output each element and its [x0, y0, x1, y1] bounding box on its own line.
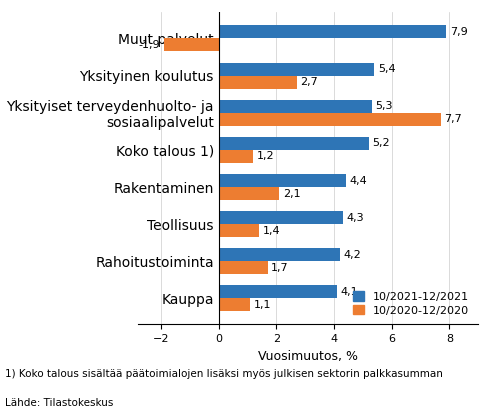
Bar	[219, 224, 259, 237]
Bar	[219, 137, 369, 150]
Text: 4,4: 4,4	[349, 176, 367, 186]
Text: 4,3: 4,3	[346, 213, 364, 223]
Bar	[219, 299, 250, 312]
Text: 4,1: 4,1	[340, 287, 358, 297]
Bar	[219, 211, 343, 224]
Text: 5,3: 5,3	[375, 101, 392, 111]
Text: 5,4: 5,4	[378, 64, 395, 74]
Text: 1,2: 1,2	[257, 151, 275, 161]
X-axis label: Vuosimuutos, %: Vuosimuutos, %	[258, 350, 358, 363]
Bar	[219, 285, 337, 299]
Bar	[164, 39, 219, 52]
Bar	[219, 150, 253, 163]
Text: 2,7: 2,7	[300, 77, 318, 87]
Text: 7,7: 7,7	[444, 114, 462, 124]
Text: 7,9: 7,9	[450, 27, 468, 37]
Bar	[219, 113, 441, 126]
Bar	[219, 25, 447, 39]
Bar	[219, 174, 346, 187]
Bar	[219, 261, 268, 274]
Text: 4,2: 4,2	[343, 250, 361, 260]
Text: 1,7: 1,7	[271, 263, 289, 273]
Bar	[219, 76, 297, 89]
Text: 1) Koko talous sisältää päätoimialojen lisäksi myös julkisen sektorin palkkasumm: 1) Koko talous sisältää päätoimialojen l…	[5, 369, 443, 379]
Text: 1,1: 1,1	[254, 300, 272, 310]
Text: 2,1: 2,1	[283, 188, 300, 198]
Text: Lähde: Tilastokeskus: Lähde: Tilastokeskus	[5, 398, 113, 408]
Bar	[219, 248, 340, 261]
Legend: 10/2021-12/2021, 10/2020-12/2020: 10/2021-12/2021, 10/2020-12/2020	[350, 288, 473, 319]
Bar	[219, 63, 374, 76]
Text: 5,2: 5,2	[372, 139, 390, 149]
Bar	[219, 100, 372, 113]
Text: -1,9: -1,9	[139, 40, 161, 50]
Bar	[219, 187, 280, 200]
Text: 1,4: 1,4	[263, 226, 280, 236]
